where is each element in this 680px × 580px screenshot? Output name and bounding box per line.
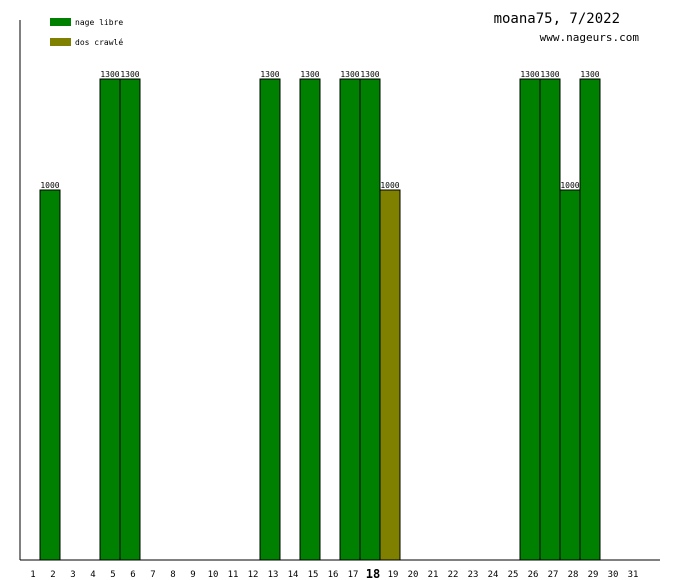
legend-label-nage-libre: nage libre [75,18,123,27]
bar-value-label: 1300 [540,70,559,79]
x-tick-label: 27 [548,570,559,580]
bar-value-label: 1000 [40,181,59,190]
x-tick-labels: 1 2 3 4 5 6 7 8 9 10 11 12 13 14 15 16 17 18 19 20 21 22 23 24 2… [30,567,638,580]
x-tick-label: 3 [70,570,75,580]
bar-nage-libre-day-18 [359,78,381,561]
legend-swatch-dos-crawle [50,38,71,46]
x-tick-label: 20 [408,570,419,580]
bar-value-label: 1300 [120,70,139,79]
x-tick-label: 30 [608,570,619,580]
bar-value-label: 1300 [260,70,279,79]
bar-nage-libre-day-27 [539,78,561,561]
x-tick-label: 1 [30,570,35,580]
x-tick-label: 4 [90,570,95,580]
x-tick-label: 7 [150,570,155,580]
x-tick-label: 2 [50,570,55,580]
bar-value-label: 1300 [520,70,539,79]
legend-swatch-nage-libre [50,18,71,26]
x-tick-label: 12 [248,570,259,580]
x-tick-label: 25 [508,570,519,580]
bar-value-label: 1300 [100,70,119,79]
x-tick-label: 19 [388,570,399,580]
x-tick-label: 9 [190,570,195,580]
x-tick-label: 11 [228,570,239,580]
legend-label-dos-crawle: dos crawlé [75,37,123,47]
bar-nage-libre-day-28 [559,189,581,561]
x-tick-label: 15 [308,570,319,580]
bar-value-label: 1000 [380,181,399,190]
chart-title: moana75, 7/2022 [494,11,620,27]
x-tick-label: 14 [288,570,299,580]
x-tick-label: 10 [208,570,219,580]
bars-layer [39,78,601,561]
bar-nage-libre-day-5 [99,78,121,561]
bar-value-label: 1300 [360,70,379,79]
x-tick-label: 23 [468,570,479,580]
x-tick-label: 22 [448,570,459,580]
bar-nage-libre-day-15 [299,78,321,561]
x-tick-label: 24 [488,570,499,580]
x-tick-label: 16 [328,570,339,580]
bar-nage-libre-day-29 [579,78,601,561]
x-tick-label: 13 [268,570,279,580]
bar-nage-libre-day-13 [259,78,281,561]
bar-value-label: 1000 [560,181,579,190]
bar-nage-libre-day-17 [339,78,361,561]
x-tick-label: 29 [588,570,599,580]
bar-value-label: 1300 [300,70,319,79]
x-tick-label: 17 [348,570,359,580]
x-tick-label: 21 [428,570,439,580]
bar-nage-libre-day-6 [119,78,141,561]
x-tick-label: 28 [568,570,579,580]
bar-nage-libre-day-26 [519,78,541,561]
chart-subtitle: www.nageurs.com [540,31,640,44]
bar-nage-libre-day-2 [39,189,61,561]
x-tick-label: 26 [528,570,539,580]
bar-value-label: 1300 [580,70,599,79]
x-tick-label: 31 [628,570,639,580]
x-tick-label: 8 [170,570,175,580]
x-tick-label: 18 [366,567,380,580]
x-tick-label: 6 [130,570,135,580]
bar-value-label: 1300 [340,70,359,79]
bar-dos-crawle-day-19 [379,189,401,561]
legend: nage libre dos crawlé [50,18,123,47]
x-tick-label: 5 [110,570,115,580]
